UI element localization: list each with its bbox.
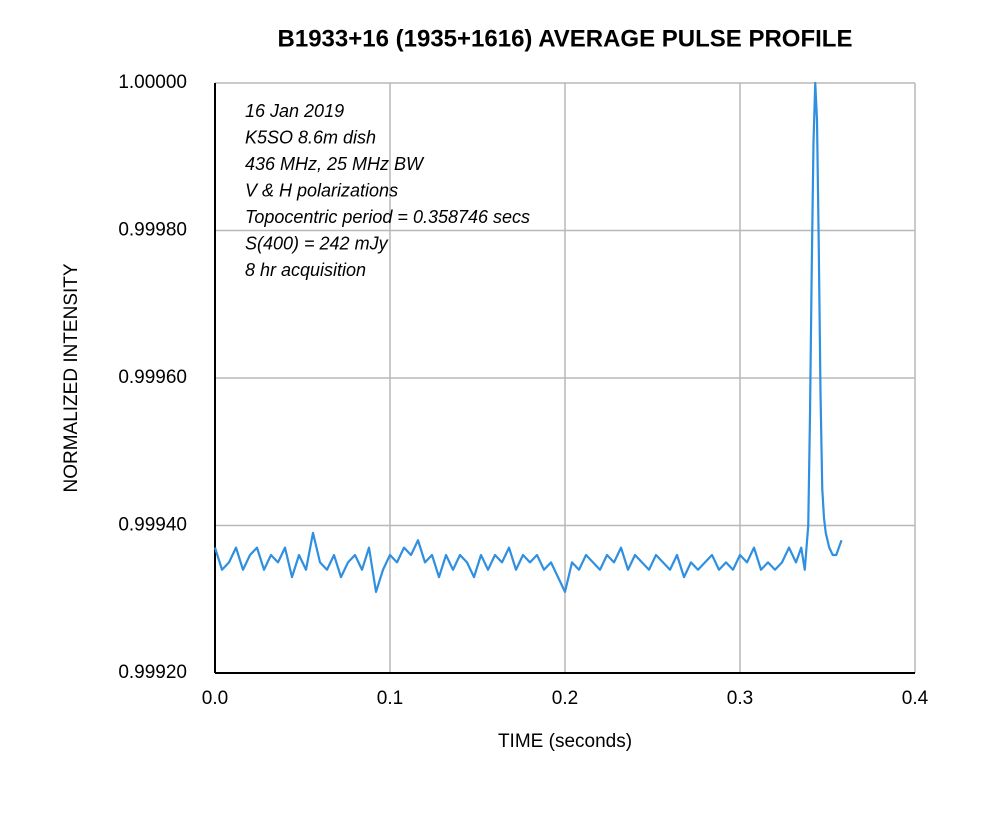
y-tick-label: 0.99960 [118,367,187,388]
x-axis-label: TIME (seconds) [498,731,632,752]
chart-title: B1933+16 (1935+1616) AVERAGE PULSE PROFI… [278,25,853,52]
annotation: K5SO 8.6m dish [245,127,376,147]
y-tick-label: 0.99940 [118,515,187,536]
annotation: Topocentric period = 0.358746 secs [245,207,530,227]
annotation: V & H polarizations [245,180,398,200]
y-tick-label: 1.00000 [118,72,187,93]
x-tick-label: 0.1 [377,688,403,709]
x-tick-label: 0.0 [202,688,228,709]
y-tick-label: 0.99980 [118,220,187,241]
x-tick-label: 0.3 [727,688,753,709]
annotation: 16 Jan 2019 [245,101,344,121]
x-tick-label: 0.2 [552,688,578,709]
annotation: 8 hr acquisition [245,260,366,280]
x-tick-label: 0.4 [902,688,929,709]
annotation: 436 MHz, 25 MHz BW [245,154,425,174]
y-axis-label: NORMALIZED INTENSITY [61,263,82,492]
data-line [213,81,843,593]
y-tick-label: 0.99920 [118,662,187,683]
annotation: S(400) = 242 mJy [245,233,389,253]
